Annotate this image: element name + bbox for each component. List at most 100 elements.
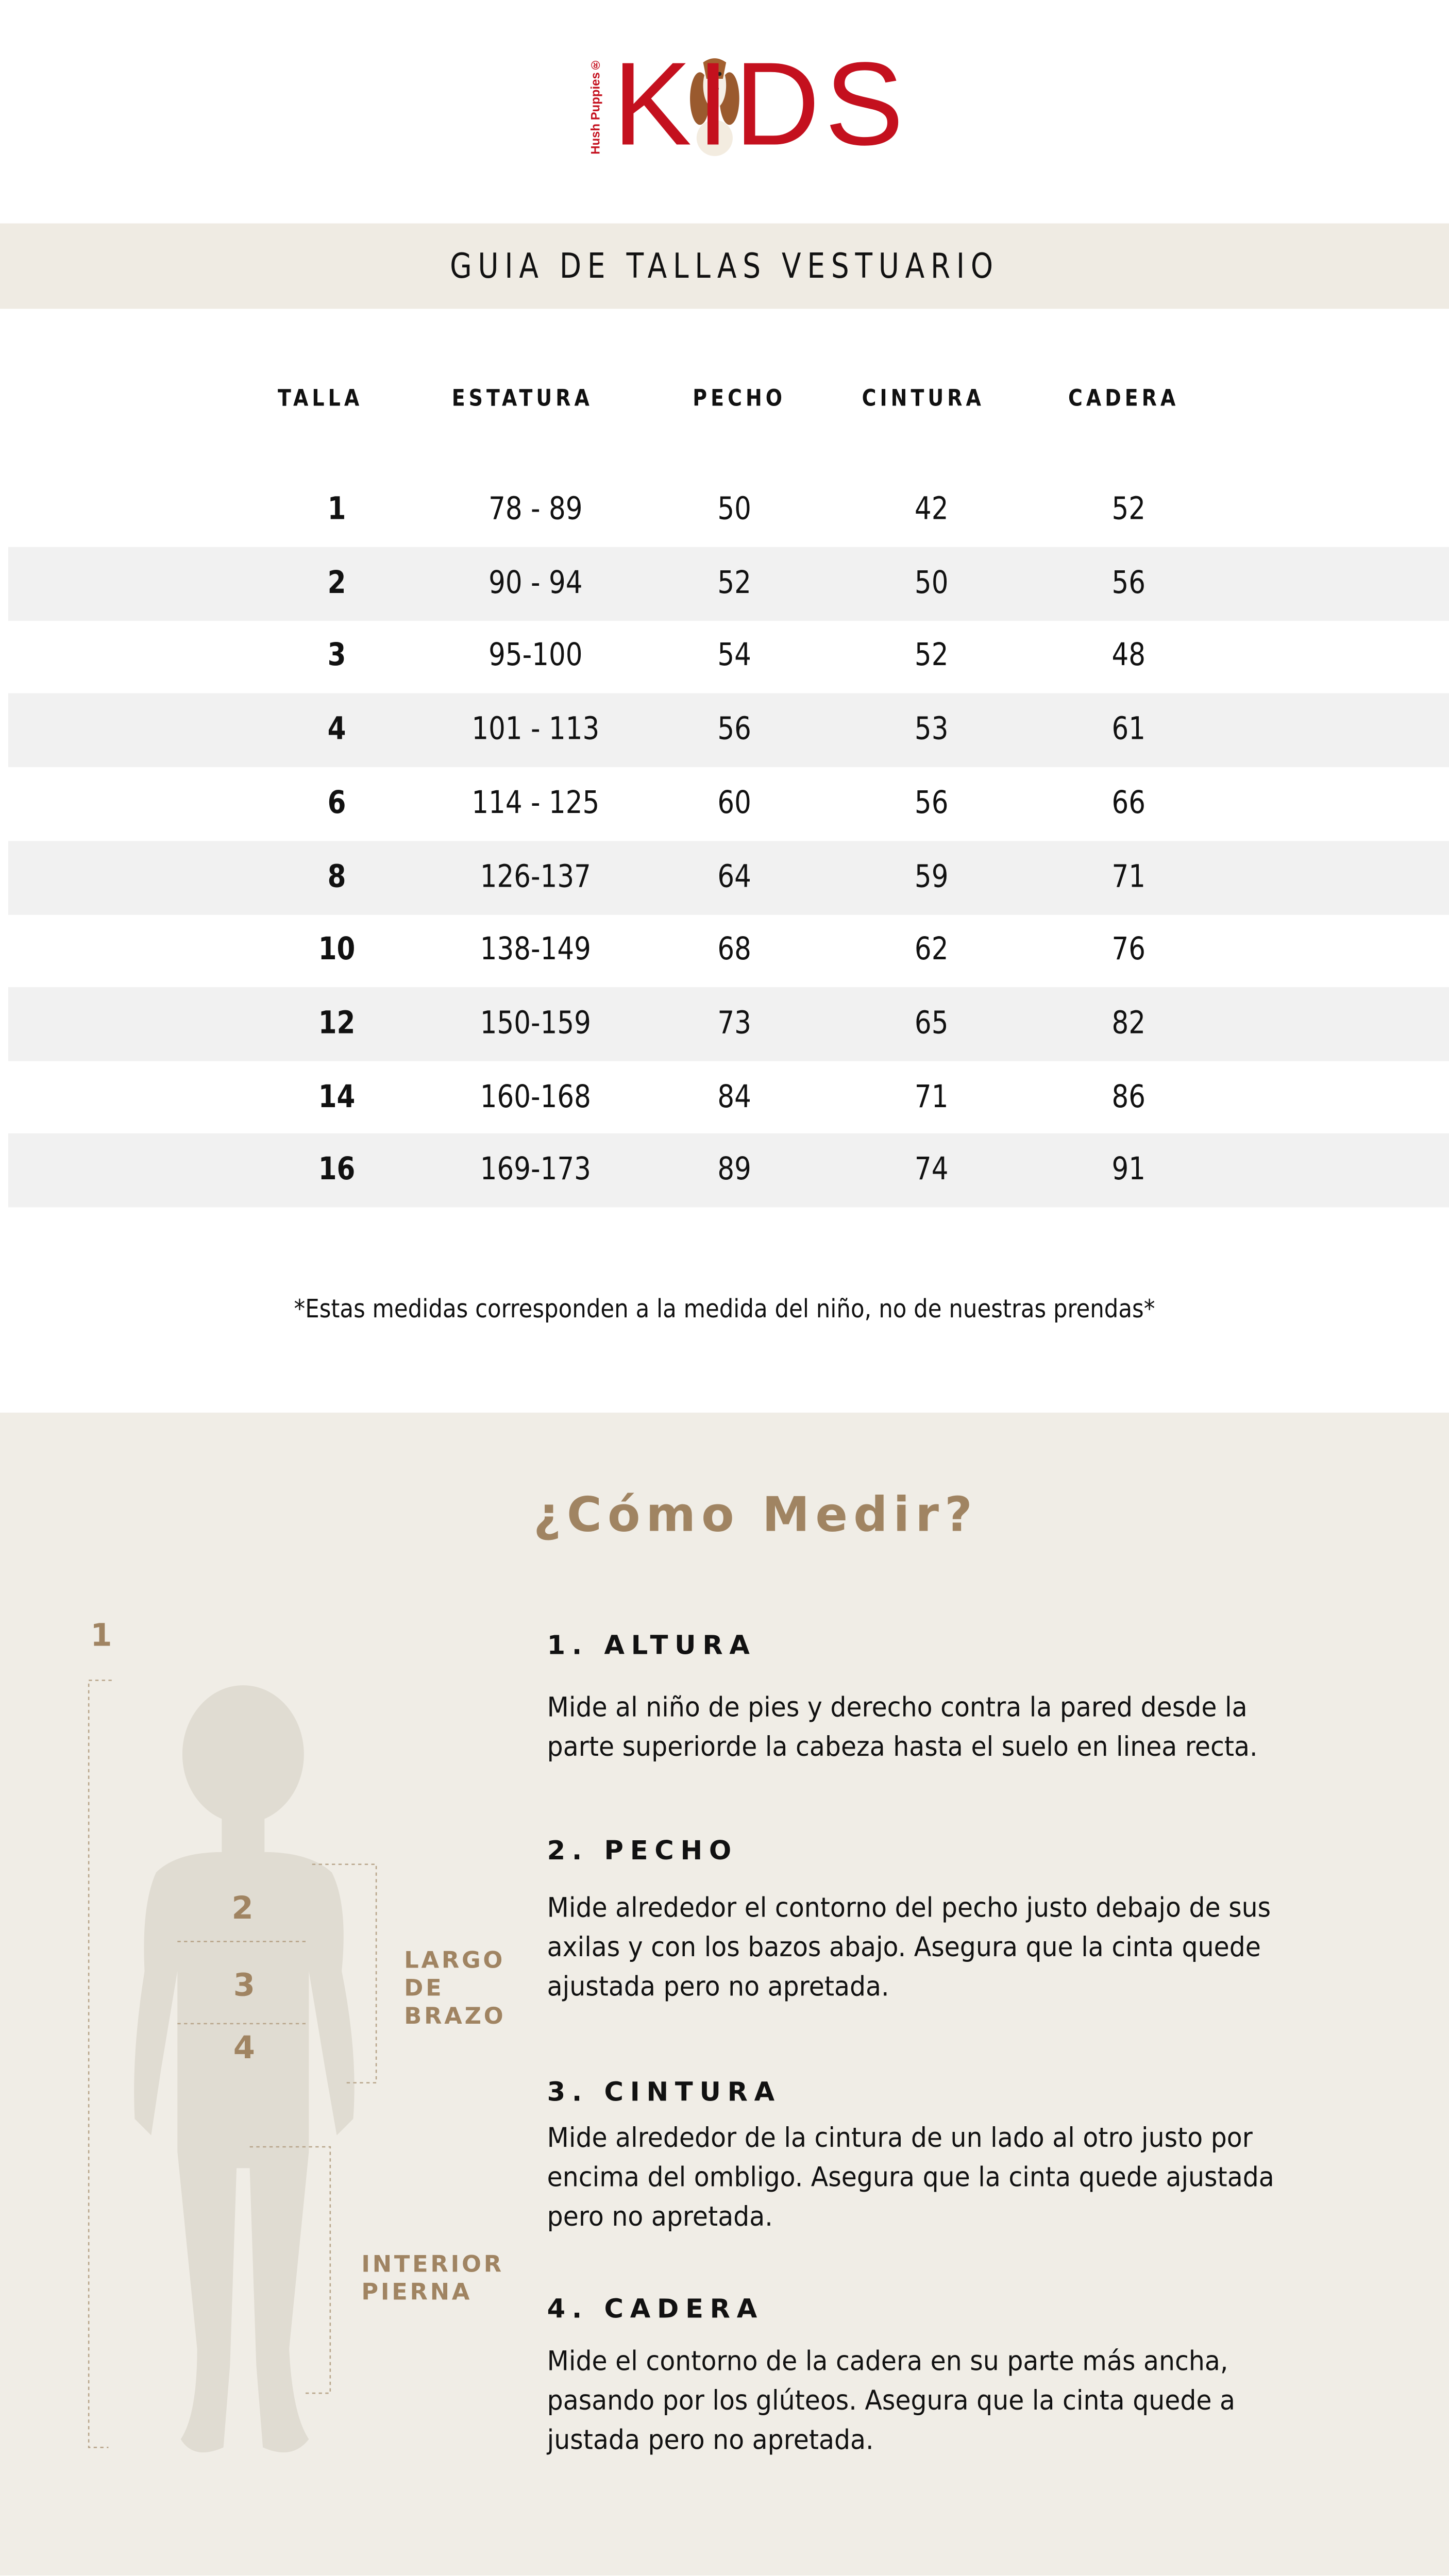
table-cell-cadera: 82 — [1111, 1005, 1146, 1041]
table-cell-talla: 6 — [327, 785, 346, 821]
column-header-talla: TALLA — [278, 386, 363, 413]
table-cell-cintura: 62 — [914, 931, 949, 968]
basset-hound-icon — [690, 58, 739, 156]
instruction-line: justada pero no apretada. — [547, 2424, 874, 2456]
table-cell-estatura: 95-100 — [488, 638, 583, 674]
instruction-line: encima del ombligo. Asegura que la cinta… — [547, 2161, 1274, 2193]
table-cell-talla: 10 — [318, 931, 356, 968]
table-cell-cadera: 48 — [1111, 638, 1146, 674]
instruction-line: parte superiorde la cabeza hasta el suel… — [547, 1731, 1258, 1762]
table-cell-pecho: 56 — [717, 711, 751, 748]
table-row-background — [8, 987, 1449, 1061]
instruction-line: pasando por los glúteos. Asegura que la … — [547, 2385, 1236, 2416]
table-cell-estatura: 150-159 — [480, 1005, 591, 1041]
table-row-background — [8, 840, 1449, 914]
table-cell-cadera: 71 — [1111, 858, 1146, 894]
label-line: BRAZO — [404, 2004, 506, 2030]
measure-number-3: 3 — [233, 1968, 255, 2004]
table-cell-cintura: 42 — [914, 491, 949, 528]
instruction-line: Mide alrededor el contorno del pecho jus… — [547, 1892, 1271, 1924]
table-cell-talla: 8 — [327, 858, 346, 894]
page-title: GUIA DE TALLAS VESTUARIO — [450, 246, 999, 286]
column-header-estatura: ESTATURA — [451, 386, 593, 413]
table-row-background — [8, 693, 1449, 768]
table-cell-cadera: 66 — [1111, 785, 1146, 821]
table-cell-pecho: 89 — [717, 1151, 751, 1189]
instruction-text: Mide alrededor el contorno del pecho jus… — [547, 1889, 1403, 2007]
instruction-heading: 1. ALTURA — [547, 1629, 756, 1661]
table-cell-cadera: 52 — [1111, 491, 1146, 528]
table-cell-cintura: 65 — [914, 1005, 949, 1041]
instruction-line: pero no apretada. — [547, 2201, 773, 2232]
table-row-background — [8, 1133, 1449, 1208]
instruction-line: Mide al niño de pies y derecho contra la… — [547, 1691, 1248, 1723]
table-cell-talla: 12 — [318, 1005, 356, 1041]
table-cell-talla: 4 — [327, 711, 346, 748]
table-cell-talla: 2 — [327, 564, 346, 601]
label-line: LARGO — [404, 1948, 506, 1975]
table-cell-cadera: 86 — [1111, 1078, 1146, 1115]
table-cell-cintura: 71 — [914, 1078, 949, 1115]
column-header-cadera: CADERA — [1068, 386, 1180, 413]
hush-puppies-kids-logo: Hush Puppies® KIDS — [588, 40, 903, 171]
table-cell-cintura: 53 — [914, 711, 949, 748]
title-band: GUIA DE TALLAS VESTUARIO — [0, 223, 1449, 309]
instruction-line: Mide el contorno de la cadera en su part… — [547, 2345, 1228, 2377]
instruction-heading: 2. PECHO — [547, 1835, 738, 1866]
instruction-heading: 4. CADERA — [547, 2293, 764, 2325]
table-cell-cintura: 52 — [914, 638, 949, 674]
label-line: PIERNA — [361, 2280, 473, 2307]
table-cell-pecho: 68 — [717, 931, 751, 968]
label-line: DE — [404, 1976, 444, 2003]
column-header-cintura: CINTURA — [862, 386, 985, 413]
table-cell-pecho: 64 — [717, 858, 751, 894]
table-cell-pecho: 73 — [717, 1005, 751, 1041]
table-cell-estatura: 114 - 125 — [471, 785, 600, 821]
table-cell-pecho: 60 — [717, 785, 751, 821]
instruction-line: ajustada pero no apretada. — [547, 1971, 889, 2003]
label-interior-pierna: INTERIOR PIERNA — [361, 2252, 503, 2308]
table-cell-pecho: 50 — [717, 491, 751, 528]
table-cell-estatura: 90 - 94 — [488, 564, 583, 601]
measure-number-4: 4 — [233, 2030, 255, 2066]
table-cell-estatura: 78 - 89 — [488, 491, 583, 528]
table-cell-pecho: 84 — [717, 1078, 751, 1115]
instruction-line: axilas y con los bazos abajo. Asegura qu… — [547, 1931, 1261, 1963]
table-cell-cadera: 56 — [1111, 564, 1146, 601]
child-silhouette — [134, 1685, 355, 2453]
measure-number-1: 1 — [90, 1618, 112, 1654]
table-cell-cintura: 50 — [914, 564, 949, 601]
table-row-background — [8, 546, 1449, 621]
table-cell-estatura: 160-168 — [480, 1078, 591, 1115]
table-cell-talla: 3 — [327, 638, 346, 674]
table-cell-cintura: 59 — [914, 858, 949, 894]
footnote: *Estas medidas corresponden a la medida … — [294, 1294, 1155, 1324]
table-cell-talla: 1 — [327, 491, 346, 528]
table-cell-estatura: 126-137 — [480, 858, 591, 894]
table-cell-estatura: 138-149 — [480, 931, 591, 968]
table-cell-cadera: 91 — [1111, 1151, 1146, 1189]
table-cell-talla: 14 — [318, 1078, 356, 1115]
table-cell-cintura: 56 — [914, 785, 949, 821]
instruction-text: Mide al niño de pies y derecho contra la… — [547, 1688, 1403, 1767]
label-line: INTERIOR — [361, 2252, 504, 2279]
instruction-text: Mide el contorno de la cadera en su part… — [547, 2342, 1403, 2461]
table-cell-cintura: 74 — [914, 1151, 949, 1189]
instruction-line: Mide alrededor de la cintura de un lado … — [547, 2122, 1253, 2154]
table-cell-cadera: 76 — [1111, 931, 1146, 968]
table-cell-pecho: 54 — [717, 638, 751, 674]
how-to-measure-title: ¿Cómo Medir? — [533, 1486, 978, 1543]
table-cell-talla: 16 — [318, 1151, 356, 1189]
table-cell-cadera: 61 — [1111, 711, 1146, 748]
measure-number-2: 2 — [231, 1890, 254, 1927]
table-cell-estatura: 169-173 — [480, 1151, 591, 1189]
logo-word: KIDS — [613, 39, 909, 171]
label-largo-de-brazo: LARGO DE BRAZO — [404, 1948, 506, 2032]
instruction-heading: 3. CINTURA — [547, 2076, 781, 2108]
instruction-text: Mide alrededor de la cintura de un lado … — [547, 2119, 1403, 2238]
table-cell-pecho: 52 — [717, 564, 751, 601]
table-cell-estatura: 101 - 113 — [471, 711, 600, 748]
column-header-pecho: PECHO — [693, 386, 786, 413]
